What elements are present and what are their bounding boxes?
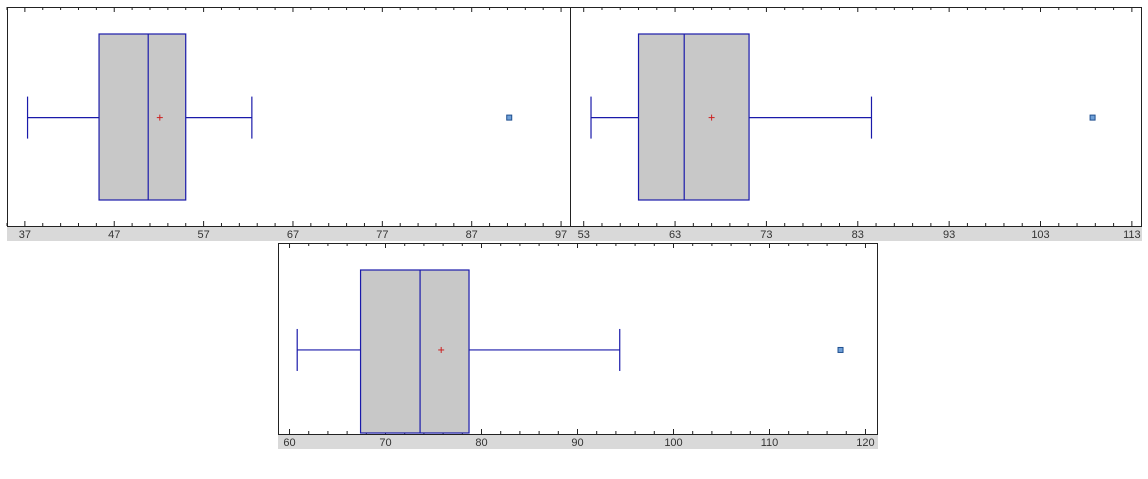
tick-label: 37: [19, 229, 31, 241]
mean-marker: [708, 114, 715, 121]
tick-label: 120: [856, 437, 874, 449]
tick-label: 93: [943, 229, 955, 241]
outlier-point: [1089, 114, 1096, 121]
tick-label: 53: [578, 229, 590, 241]
tick-label: 60: [283, 437, 295, 449]
axis-band: [7, 227, 571, 241]
outlier-point: [506, 114, 513, 121]
axis-band: [570, 227, 1142, 241]
tick-label: 67: [287, 229, 299, 241]
tick-label: 100: [664, 437, 682, 449]
mean-marker: [438, 346, 445, 353]
tick-label: 80: [475, 437, 487, 449]
tick-label: 83: [852, 229, 864, 241]
iqr-box: [359, 269, 470, 434]
tick-label: 90: [571, 437, 583, 449]
tick-label: 87: [466, 229, 478, 241]
mean-marker: [156, 114, 163, 121]
box-plot-panel: 60 70 80 90 100 110 120: [278, 243, 878, 449]
outlier-point: [837, 346, 844, 353]
tick-label: 113: [1123, 229, 1141, 241]
box-plot-panel: 37 47 57 67 77 87 97: [6, 7, 571, 241]
tick-label: 63: [669, 229, 681, 241]
box-plot-panel: 53 63 73 83 93 103 113: [570, 7, 1142, 241]
tick-label: 110: [761, 437, 779, 449]
tick-label: 77: [376, 229, 388, 241]
tick-label: 57: [197, 229, 209, 241]
tick-label: 97: [555, 229, 567, 241]
tick-label: 47: [108, 229, 120, 241]
axis-band: [278, 435, 878, 449]
iqr-box: [98, 33, 187, 201]
tick-label: 103: [1031, 229, 1049, 241]
tick-label: 73: [760, 229, 772, 241]
tick-label: 70: [379, 437, 391, 449]
iqr-box: [637, 33, 750, 201]
